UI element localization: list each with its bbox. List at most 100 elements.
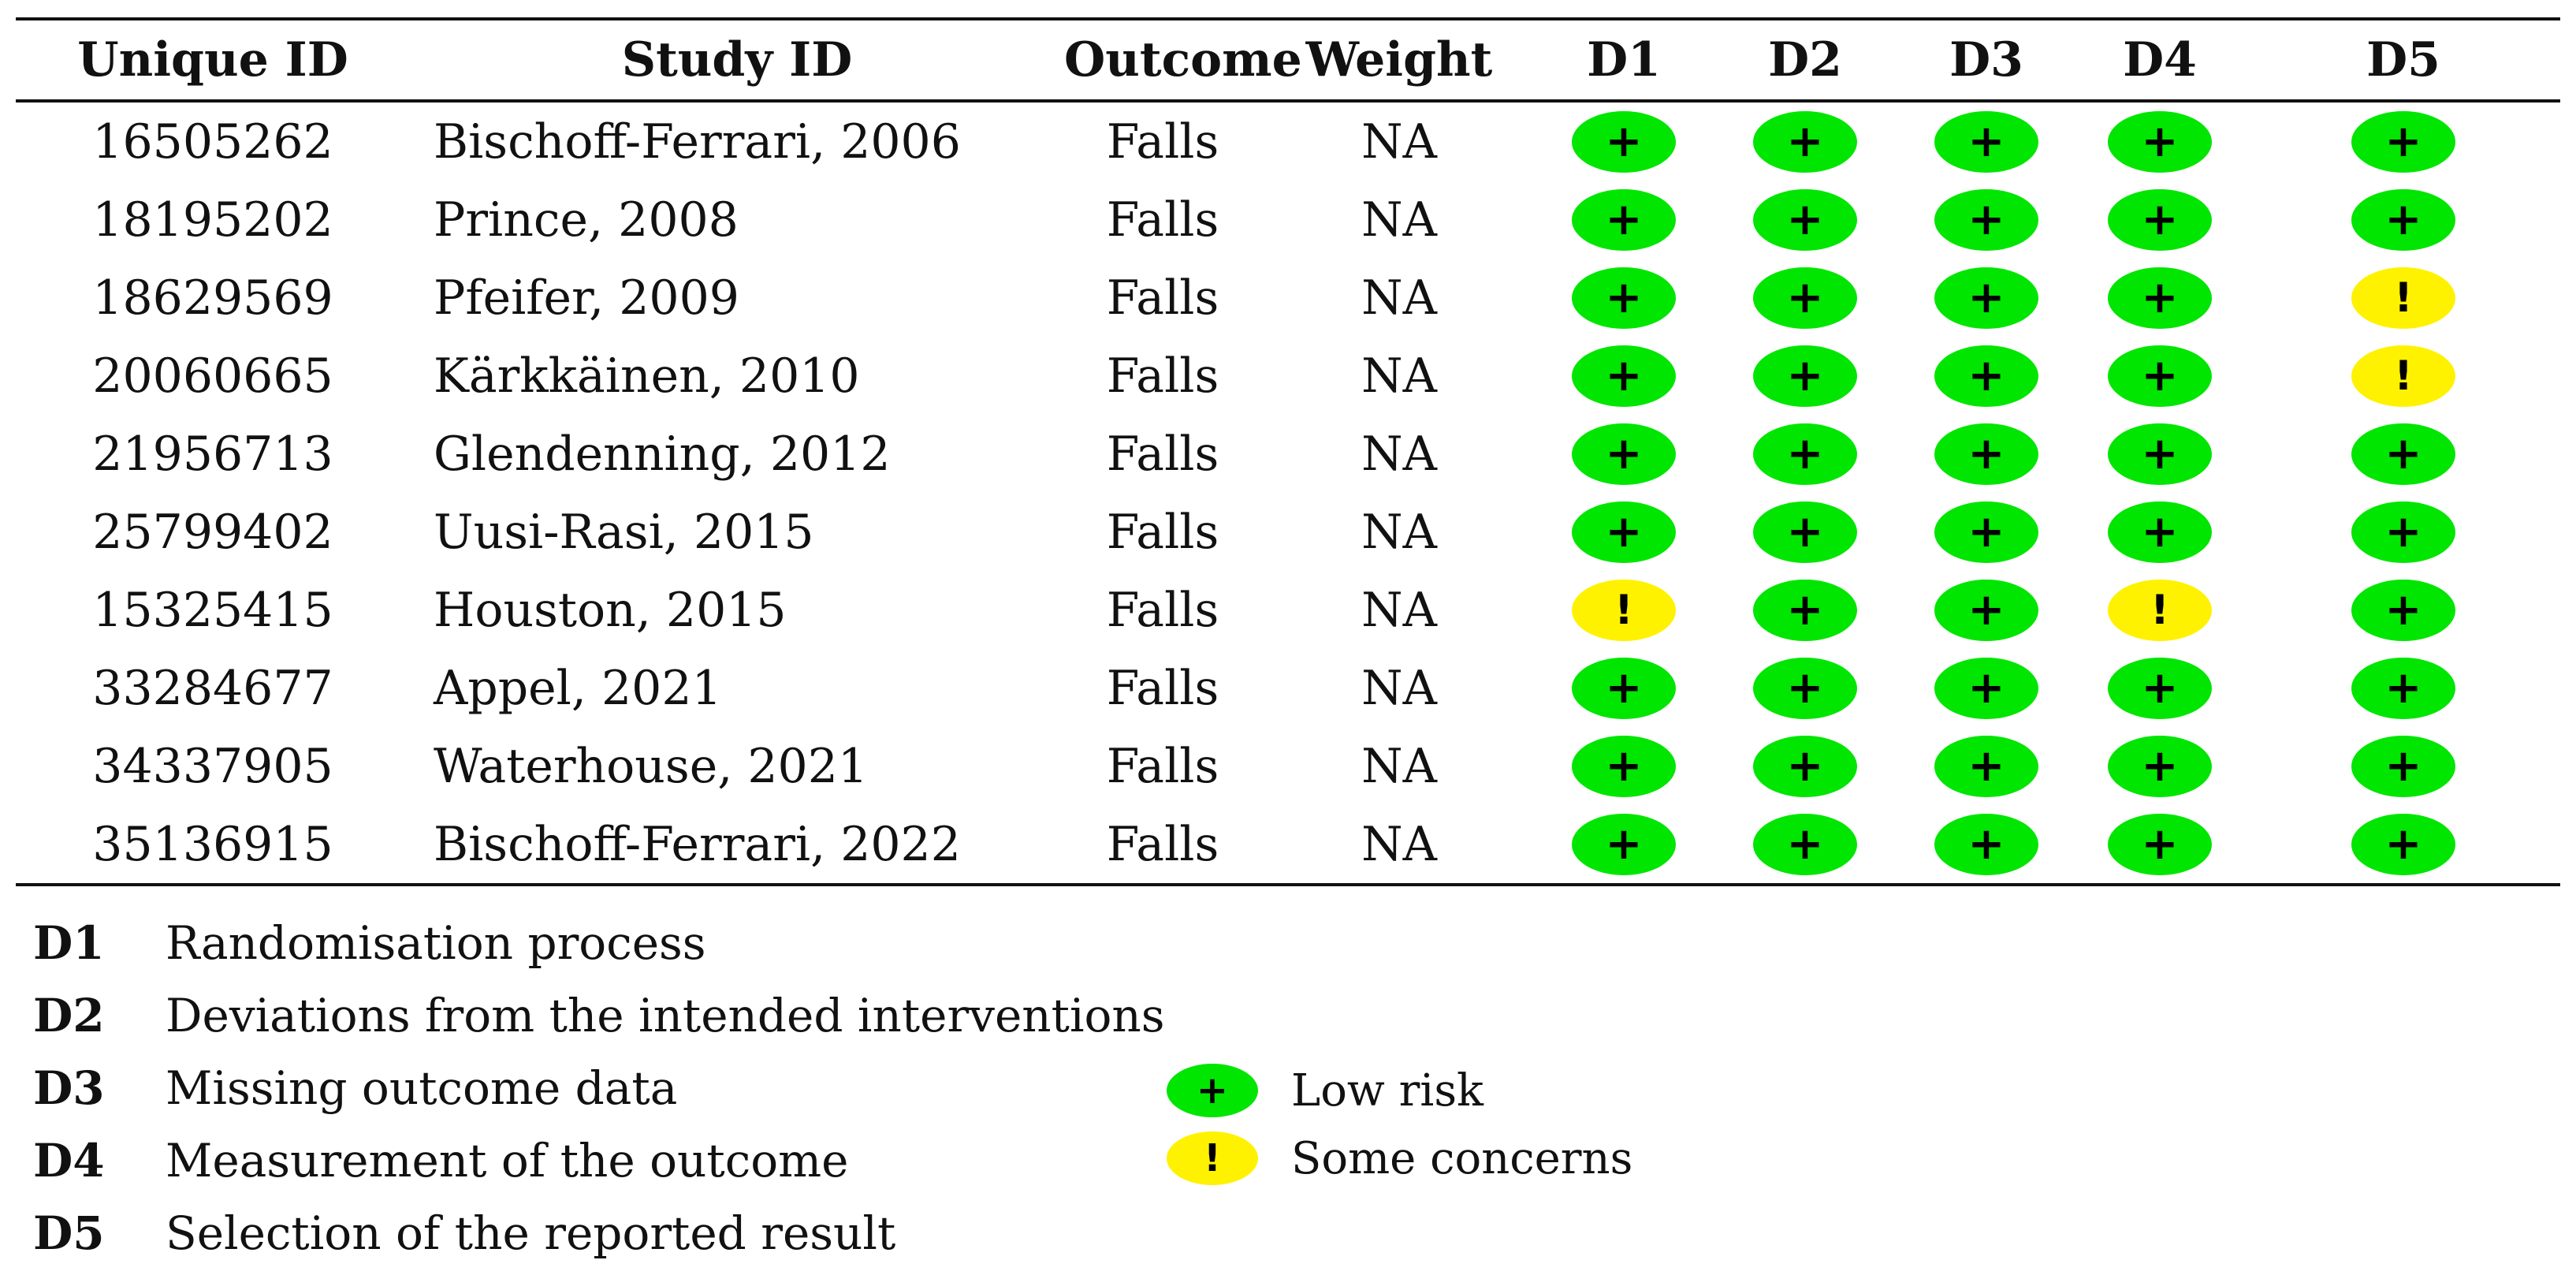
- unique-id-cell: 20060665: [92, 348, 333, 404]
- study-id-cell: Bischoff-Ferrari, 2022: [410, 805, 1064, 886]
- table-row: 20060665 Kärkkäinen, 2010 Falls NA + + + +!: [16, 337, 2560, 415]
- domain-judgement-cell-d3: +: [1900, 649, 2073, 727]
- low-risk-plus-icon: +: [1934, 657, 2038, 719]
- outcome-cell: Falls: [1106, 348, 1219, 404]
- domain-judgement-cell-d2: +: [1711, 649, 1900, 727]
- low-risk-plus-icon: +: [1934, 188, 2038, 251]
- domain-key-row-d1: D1 Randomisation process: [33, 907, 1165, 979]
- domain-judgement-cell-d2: +: [1711, 727, 1900, 805]
- low-risk-plus-icon: +: [2351, 579, 2455, 641]
- domain-judgement-cell-d4: +: [2073, 337, 2247, 415]
- outcome-cell: Falls: [1106, 504, 1219, 560]
- domain-judgement-cell-d1: +: [1537, 727, 1711, 805]
- domain-code: D3: [33, 1061, 105, 1115]
- domain-judgement-cell-d4: +: [2073, 101, 2247, 181]
- low-risk-plus-icon: +: [2351, 813, 2455, 875]
- domain-key-row-d4: D4 Measurement of the outcome: [33, 1124, 1165, 1197]
- domain-judgement-cell-d2: +: [1711, 181, 1900, 259]
- domain-judgement-cell-d5: +: [2247, 181, 2560, 259]
- low-risk-plus-icon: +: [1753, 735, 1857, 797]
- low-risk-plus-icon: +: [1934, 813, 2038, 875]
- domain-judgement-cell-d3: +: [1900, 493, 2073, 571]
- weight-cell: NA: [1361, 660, 1437, 716]
- domain-judgement-cell-d5: +: [2247, 415, 2560, 493]
- low-risk-plus-icon: +: [1572, 501, 1676, 563]
- low-risk-plus-icon: +: [2108, 110, 2212, 173]
- weight-cell: NA: [1361, 504, 1437, 560]
- low-risk-plus-icon: +: [1572, 735, 1676, 797]
- table-body: 16505262 Bischoff-Ferrari, 2006 Falls NA + + +…: [16, 101, 2560, 886]
- domain-code: D5: [33, 1206, 105, 1260]
- weight-cell: NA: [1261, 805, 1537, 886]
- unique-id-cell: 21956713: [92, 426, 333, 482]
- domain-judgement-cell-d1: +: [1537, 805, 1711, 886]
- header-d2: D2: [1711, 17, 1900, 103]
- low-risk-plus-icon: +: [1572, 657, 1676, 719]
- header-study-id: Study ID: [410, 17, 1064, 103]
- low-risk-plus-icon: +: [1934, 267, 2038, 329]
- low-risk-plus-icon: +: [1753, 501, 1857, 563]
- domain-judgement-cell-d1: !: [1537, 571, 1711, 649]
- domain-judgement-cell-d3: +: [1900, 571, 2073, 649]
- domain-judgement-cell-d5: !: [2247, 259, 2560, 337]
- domain-judgement-cell-d1: +: [1537, 101, 1711, 181]
- unique-id-cell: 15325415: [92, 582, 333, 638]
- domain-judgement-cell-d1: +: [1537, 649, 1711, 727]
- low-risk-plus-icon: +: [1934, 110, 2038, 173]
- low-risk-plus-icon: +: [1572, 188, 1676, 251]
- low-risk-plus-icon: +: [2108, 345, 2212, 407]
- domain-label: Deviations from the intended interventio…: [166, 989, 1165, 1042]
- weight-cell: NA: [1361, 270, 1437, 326]
- legend-label: Low risk: [1291, 1064, 1483, 1117]
- outcome-cell: Falls: [1106, 270, 1219, 326]
- domain-judgement-cell-d1: +: [1537, 337, 1711, 415]
- domain-judgement-cell-d4: +: [2073, 805, 2247, 886]
- domain-judgement-cell-d5: +: [2247, 571, 2560, 649]
- domain-judgement-cell-d5: +: [2247, 805, 2560, 886]
- study-id-cell: Pfeifer, 2009: [434, 270, 739, 326]
- study-id-cell: Appel, 2021: [434, 660, 722, 716]
- domain-label: Selection of the reported result: [166, 1206, 896, 1260]
- header-unique-id: Unique ID: [16, 17, 410, 103]
- domain-judgement-cell-d3: +: [1900, 805, 2073, 886]
- unique-id-cell: 16505262: [92, 114, 333, 170]
- risk-legend: + Low risk ! Some concerns: [1167, 1057, 1632, 1192]
- domain-code: D4: [33, 1134, 105, 1187]
- domain-judgement-cell-d3: +: [1900, 727, 2073, 805]
- low-risk-plus-icon: +: [1934, 501, 2038, 563]
- domain-judgement-cell-d5: +: [2247, 101, 2560, 181]
- domain-code: D1: [33, 916, 105, 970]
- table-row: 33284677 Appel, 2021 Falls NA + + + + +: [16, 649, 2560, 727]
- weight-cell: NA: [1361, 192, 1437, 248]
- weight-cell: NA: [1361, 738, 1437, 794]
- weight-cell: NA: [1361, 114, 1437, 170]
- domain-key: D1 Randomisation process D2 Deviations f…: [33, 907, 1165, 1269]
- low-risk-plus-icon: +: [2108, 813, 2212, 875]
- low-risk-plus-icon: +: [1753, 345, 1857, 407]
- domain-judgement-cell-d3: +: [1900, 337, 2073, 415]
- domain-judgement-cell-d4: +: [2073, 649, 2247, 727]
- some-concerns-exclamation-icon: !: [2351, 345, 2455, 407]
- domain-judgement-cell-d2: +: [1711, 259, 1900, 337]
- study-id-cell: Houston, 2015: [434, 582, 787, 638]
- outcome-cell: Falls: [1106, 660, 1219, 716]
- domain-judgement-cell-d5: +: [2247, 727, 2560, 805]
- domain-judgement-cell-d2: +: [1711, 337, 1900, 415]
- risk-of-bias-table: Unique ID Study ID Outcome Weight D1 D2 …: [16, 17, 2560, 886]
- domain-judgement-cell-d3: +: [1900, 415, 2073, 493]
- domain-judgement-cell-d5: !: [2247, 337, 2560, 415]
- weight-cell: NA: [1361, 348, 1437, 404]
- table-row: 18629569 Pfeifer, 2009 Falls NA + + + +!: [16, 259, 2560, 337]
- outcome-cell: Falls: [1106, 114, 1219, 170]
- domain-judgement-cell-d5: +: [2247, 649, 2560, 727]
- header-d1: D1: [1537, 17, 1711, 103]
- some-concerns-exclamation-icon: !: [2351, 267, 2455, 329]
- some-concerns-exclamation-icon: !: [1572, 579, 1676, 641]
- low-risk-plus-icon: +: [2108, 188, 2212, 251]
- low-risk-plus-icon: +: [1934, 579, 2038, 641]
- table-row: 21956713 Glendenning, 2012 Falls NA + + + + +: [16, 415, 2560, 493]
- domain-judgement-cell-d1: +: [1537, 181, 1711, 259]
- table-row: 34337905 Waterhouse, 2021 Falls NA + + + + +: [16, 727, 2560, 805]
- low-risk-plus-icon: +: [1934, 345, 2038, 407]
- study-id-cell: Kärkkäinen, 2010: [434, 348, 860, 404]
